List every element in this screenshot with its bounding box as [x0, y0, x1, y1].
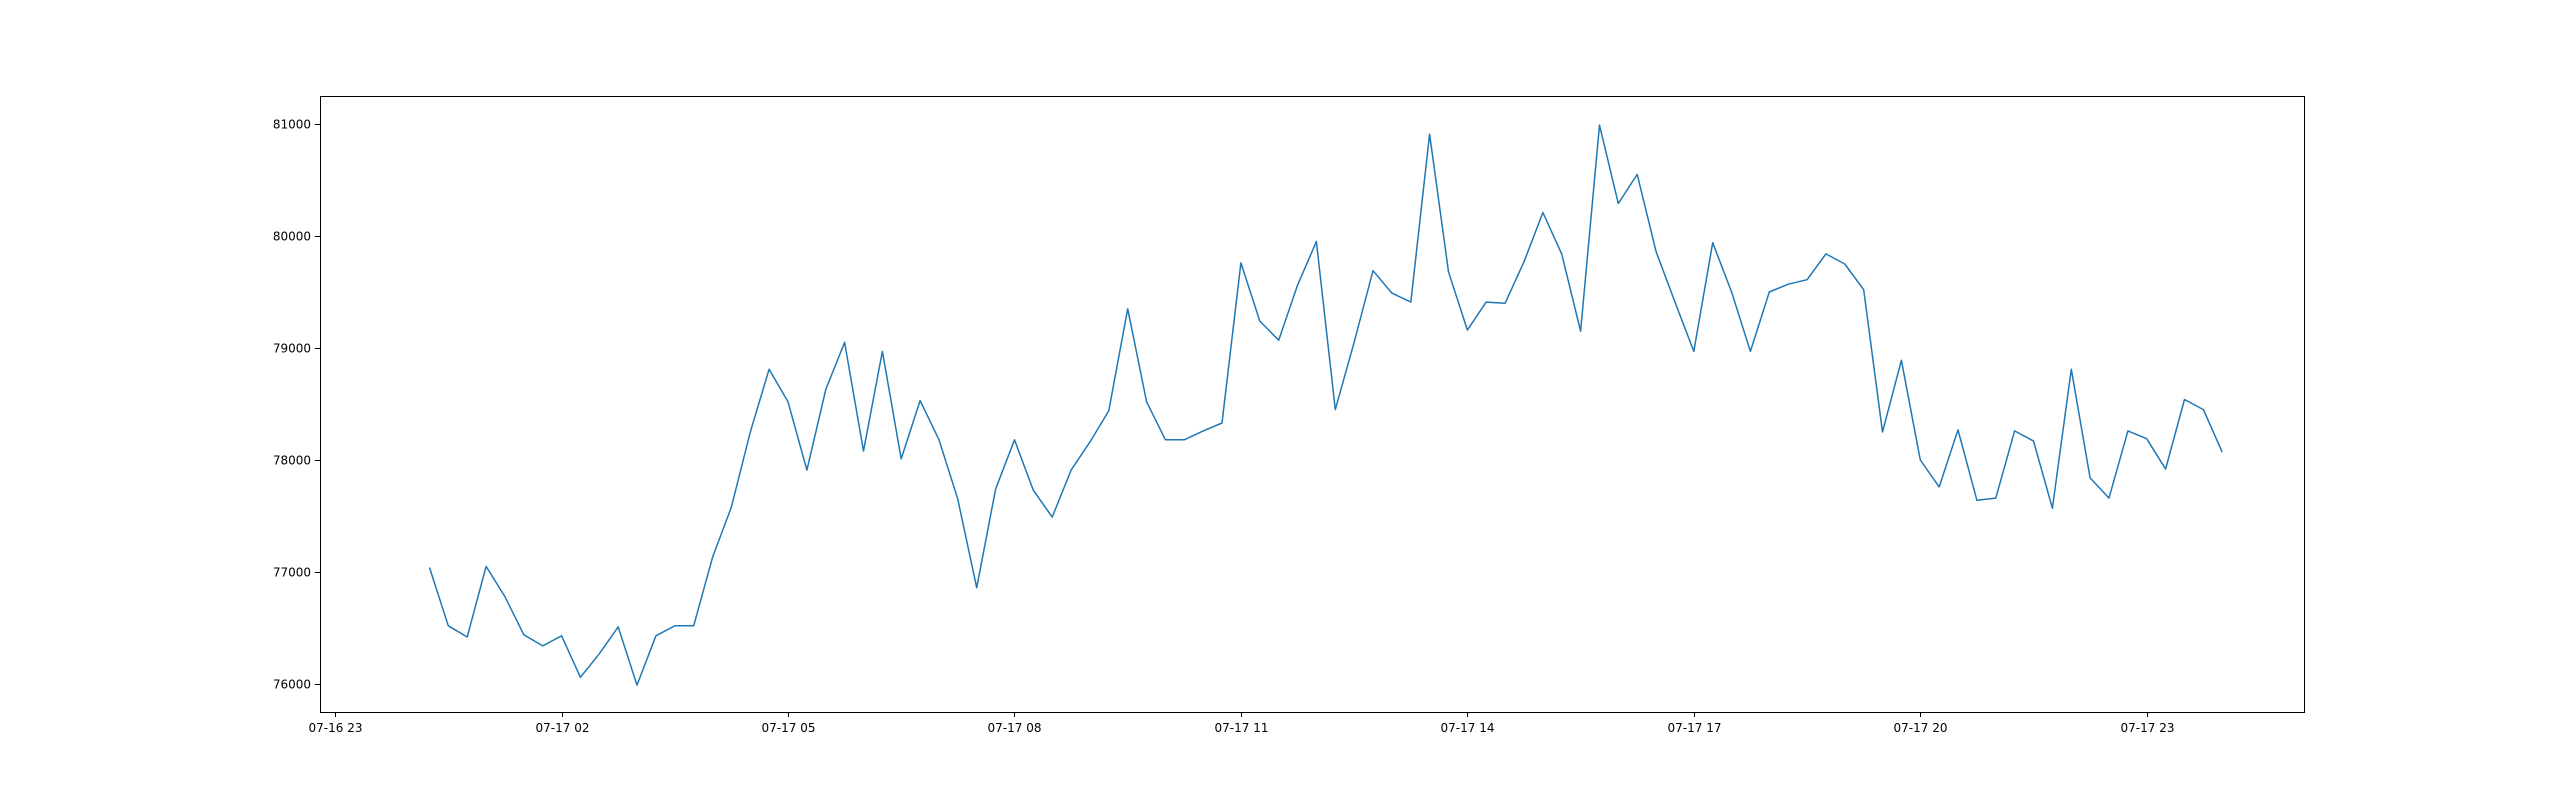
plot-frame	[320, 96, 2305, 713]
x-tick-label: 07-17 17	[1668, 721, 1722, 735]
x-tick-label: 07-17 11	[1215, 721, 1269, 735]
x-tick-label: 07-17 08	[988, 721, 1042, 735]
x-tick-label: 07-16 23	[309, 721, 363, 735]
x-tick-label: 07-17 05	[762, 721, 816, 735]
series-line	[428, 124, 2223, 686]
y-tick-label: 78000	[273, 454, 311, 468]
x-axis: 07-16 23 07-17 02 07-17 05 07-17 08 07-17 11…	[309, 712, 2175, 735]
x-tick-label: 07-17 20	[1894, 721, 1948, 735]
x-tick-label: 07-17 23	[2121, 721, 2175, 735]
y-tick-label: 76000	[273, 678, 311, 692]
y-tick-label: 77000	[273, 566, 311, 580]
series-layer	[428, 124, 2223, 686]
y-axis: 76000 77000 78000 79000 80000 81000	[273, 118, 320, 692]
y-tick-label: 79000	[273, 342, 311, 356]
x-tick-label: 07-17 14	[1441, 721, 1495, 735]
y-tick-label: 80000	[273, 230, 311, 244]
x-tick-label: 07-17 02	[536, 721, 590, 735]
y-tick-label: 81000	[273, 118, 311, 132]
